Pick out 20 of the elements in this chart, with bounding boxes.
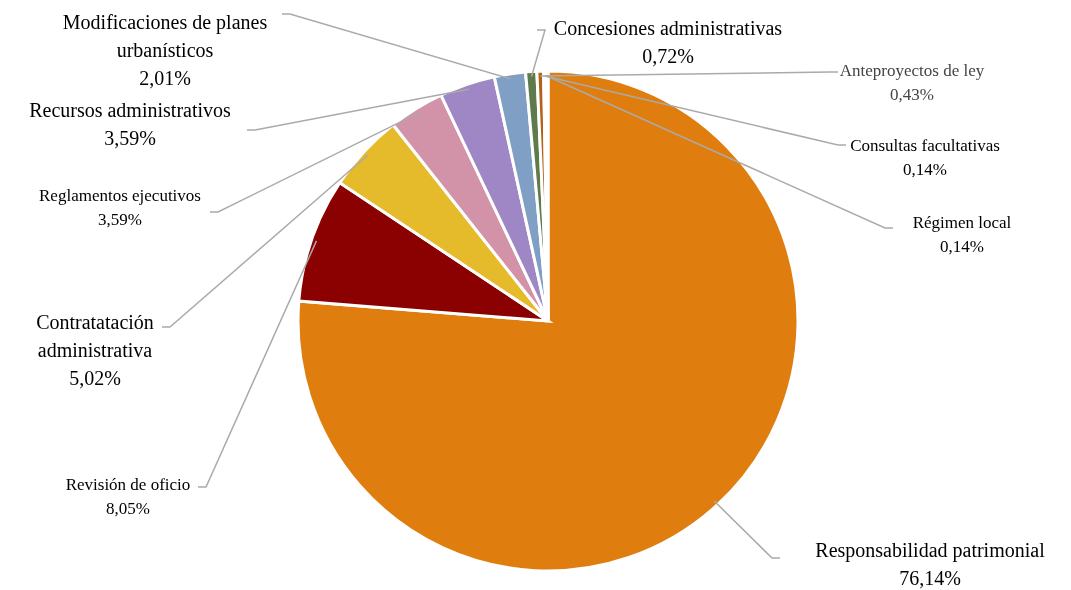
data-label: 2,01%	[139, 67, 191, 89]
data-label: 0,72%	[642, 45, 694, 67]
slice-label: Recursos administrativos	[29, 99, 232, 121]
data-label: 3,59%	[104, 127, 156, 149]
data-label: 5,02%	[69, 367, 121, 389]
data-label: 0,43%	[890, 84, 934, 104]
slice-label: Contratatación administrativa	[36, 311, 154, 361]
data-label: 0,14%	[903, 159, 947, 179]
slice-label: Régimen local	[912, 213, 1012, 232]
slice-label: Anteproyectos de ley	[839, 61, 985, 80]
data-label: 0,14%	[940, 236, 984, 256]
slice-label: Concesiones administrativas	[553, 17, 783, 39]
slice-label: Revisión de oficio	[65, 475, 191, 494]
data-label: 8,05%	[106, 498, 150, 518]
slice-label: Reglamentos ejecutivos	[39, 186, 201, 205]
data-label: 76,14%	[899, 567, 961, 589]
data-label: 3,59%	[98, 209, 142, 229]
slice-label: Consultas facultativas	[850, 136, 1000, 155]
slice-label: Modificaciones de planes urbanísticos	[62, 11, 268, 61]
slice-label: Responsabilidad patrimonial	[815, 539, 1046, 562]
